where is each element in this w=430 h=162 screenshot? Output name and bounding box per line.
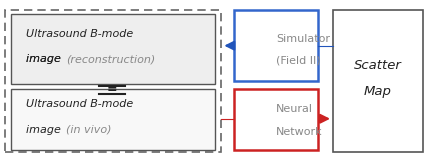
Text: Ultrasound B-mode: Ultrasound B-mode (26, 29, 134, 39)
Text: (Field II): (Field II) (276, 56, 321, 66)
Text: Map: Map (364, 85, 392, 98)
Text: image: image (26, 125, 65, 135)
Text: Simulator: Simulator (276, 34, 330, 44)
Text: =: = (107, 83, 117, 96)
FancyBboxPatch shape (234, 89, 318, 150)
Text: Scatter: Scatter (354, 59, 402, 72)
Text: (in vivo): (in vivo) (66, 125, 111, 135)
FancyBboxPatch shape (234, 10, 318, 81)
Text: image: image (26, 54, 65, 64)
Text: image (reconstruction): image (reconstruction) (26, 54, 154, 64)
FancyBboxPatch shape (12, 14, 215, 84)
FancyBboxPatch shape (12, 89, 215, 150)
Text: Ultrasound B-mode: Ultrasound B-mode (26, 99, 134, 109)
FancyBboxPatch shape (333, 10, 423, 152)
Text: image: image (26, 54, 65, 64)
Text: Network: Network (276, 127, 322, 137)
Text: Neural: Neural (276, 104, 313, 114)
Text: (reconstruction): (reconstruction) (66, 54, 155, 64)
